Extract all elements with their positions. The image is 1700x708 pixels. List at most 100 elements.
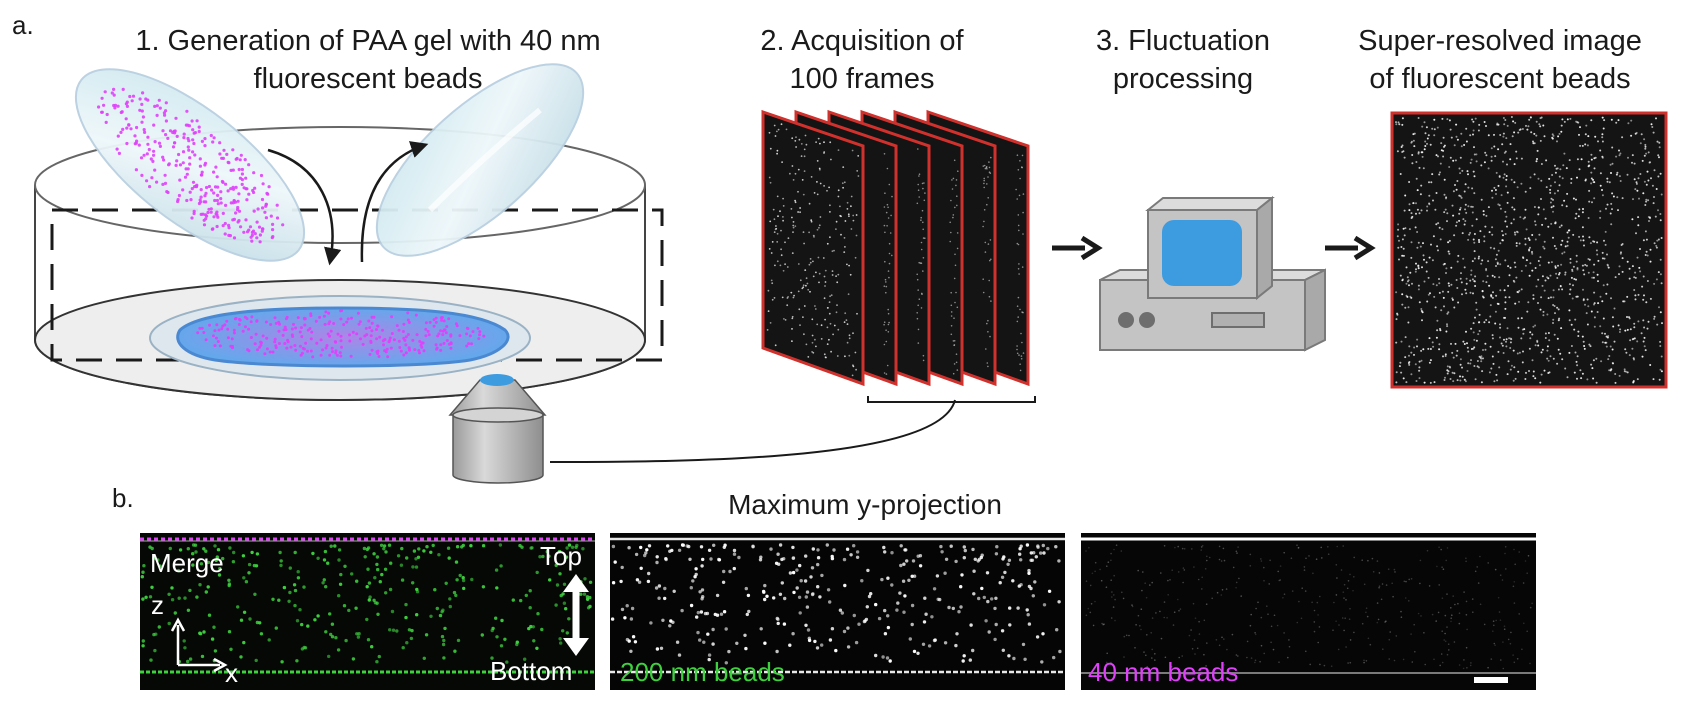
bead xyxy=(1634,188,1637,191)
bead xyxy=(1531,333,1534,336)
bead xyxy=(236,605,240,609)
noise xyxy=(1426,549,1429,552)
top-label: Top xyxy=(540,541,582,571)
bead xyxy=(881,655,885,659)
bead xyxy=(1583,244,1585,247)
bead xyxy=(1557,319,1560,322)
noise xyxy=(1318,626,1321,628)
bead xyxy=(202,630,206,634)
bead xyxy=(1432,345,1435,348)
bead xyxy=(258,621,262,625)
bead xyxy=(1595,249,1598,252)
bead xyxy=(454,560,459,564)
bead xyxy=(769,181,772,184)
bead xyxy=(1490,295,1493,298)
noise xyxy=(1471,598,1474,600)
noise xyxy=(1363,583,1366,586)
bead xyxy=(1455,135,1458,138)
bead xyxy=(1465,211,1468,214)
noise xyxy=(1089,584,1092,587)
bead xyxy=(1467,238,1470,241)
bead xyxy=(161,129,165,133)
bead xyxy=(1638,266,1641,269)
noise xyxy=(1365,607,1368,609)
bead xyxy=(1532,375,1535,378)
bead xyxy=(1600,360,1603,363)
bead xyxy=(230,337,234,341)
bead xyxy=(357,322,361,326)
bead xyxy=(611,544,616,549)
noise xyxy=(1163,601,1166,603)
bead xyxy=(688,557,692,561)
bead xyxy=(637,580,642,584)
bead xyxy=(784,319,787,321)
bead xyxy=(173,141,177,145)
bead xyxy=(874,602,878,607)
bead xyxy=(428,320,432,324)
bead xyxy=(541,554,545,559)
bead xyxy=(1573,278,1576,280)
bead xyxy=(1488,231,1491,234)
bead xyxy=(663,586,667,591)
bead xyxy=(956,306,959,309)
bead xyxy=(1498,276,1501,279)
bead xyxy=(1487,134,1490,137)
bead xyxy=(1488,284,1491,287)
bead xyxy=(987,319,989,322)
bead xyxy=(954,253,956,256)
bead xyxy=(1616,196,1619,199)
bead xyxy=(655,560,659,565)
bead xyxy=(1423,258,1425,261)
noise xyxy=(1246,640,1249,643)
bead xyxy=(1016,154,1019,156)
bead xyxy=(792,224,795,227)
bead xyxy=(1427,134,1430,137)
bead xyxy=(397,328,401,332)
bead xyxy=(1460,132,1463,135)
bead xyxy=(232,199,236,203)
bead xyxy=(1631,338,1634,341)
bead xyxy=(1592,181,1595,184)
noise xyxy=(1404,597,1407,599)
bead xyxy=(406,318,410,322)
noise xyxy=(1196,647,1199,650)
bead xyxy=(1635,131,1638,134)
bead xyxy=(802,284,805,287)
bead xyxy=(1504,220,1507,223)
gel-in-dish xyxy=(149,295,531,381)
bead xyxy=(885,211,888,214)
bead xyxy=(1564,245,1567,248)
bead xyxy=(214,558,218,563)
bead xyxy=(1588,343,1591,346)
bead xyxy=(1537,302,1539,304)
noise xyxy=(1313,621,1316,623)
noise xyxy=(1250,657,1253,659)
bead xyxy=(798,138,801,141)
bead xyxy=(1446,369,1449,372)
noise xyxy=(1303,566,1306,568)
bead xyxy=(1561,118,1564,121)
bead xyxy=(1442,296,1445,299)
bead xyxy=(279,559,283,563)
bead xyxy=(950,304,953,307)
bead xyxy=(983,186,985,189)
bead xyxy=(1395,341,1398,344)
bead xyxy=(817,137,820,140)
bead xyxy=(1545,159,1548,162)
bead xyxy=(291,335,295,338)
bead xyxy=(565,631,569,635)
bead xyxy=(1403,156,1406,159)
bead xyxy=(274,626,278,630)
noise xyxy=(1470,662,1472,664)
bead xyxy=(956,232,959,234)
bead xyxy=(985,348,987,350)
bead xyxy=(855,234,858,237)
bead xyxy=(954,264,957,267)
bead xyxy=(1410,373,1413,376)
bead xyxy=(1442,149,1445,152)
bead xyxy=(1469,362,1472,365)
bead xyxy=(490,628,494,633)
bead xyxy=(791,315,794,318)
bead xyxy=(850,205,852,208)
bead xyxy=(121,127,125,131)
